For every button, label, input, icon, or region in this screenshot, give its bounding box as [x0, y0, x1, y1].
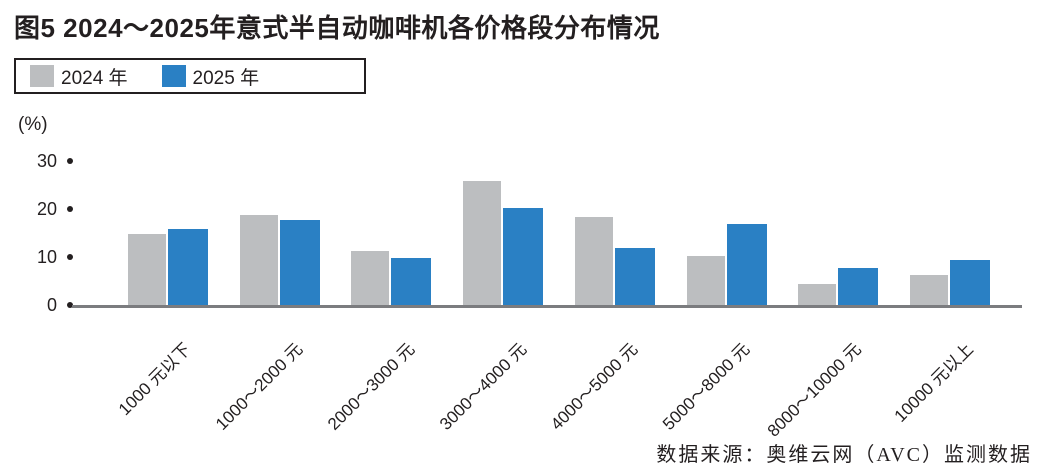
legend-swatch-2025 — [161, 65, 186, 87]
bar-2024-group8 — [909, 274, 948, 306]
bar-2025-group3 — [391, 258, 432, 306]
bar-2024-group1 — [128, 234, 166, 306]
chart-title: 图5 2024～2025年意式半自动咖啡机各价格段分布情况 — [14, 13, 660, 43]
bar-2025-group8 — [949, 260, 990, 306]
bar-2025-group6 — [726, 224, 767, 306]
legend-label-2025: 2025 年 — [192, 67, 260, 89]
legend-swatch-2024 — [30, 65, 54, 87]
x-axis-label: 3000～4000 元 — [435, 339, 531, 434]
legend-item-2025: 2025 年 — [161, 63, 260, 90]
x-axis-label: 1000 元以下 — [115, 339, 195, 420]
x-axis-label: 1000～2000 元 — [212, 339, 307, 434]
x-axis-label: 4000～5000 元 — [547, 339, 642, 434]
x-axis-label: 5000～8000 元 — [659, 339, 754, 434]
y-tick-dot — [67, 206, 73, 212]
y-tick-dot — [67, 302, 73, 308]
x-axis-label: 8000～10000 元 — [764, 339, 866, 441]
y-tick-dot — [67, 254, 73, 260]
bar-2024-group2 — [239, 214, 278, 306]
x-axis-label: 10000 元以上 — [890, 339, 977, 426]
x-axis-line — [72, 305, 1022, 308]
bar-2024-group5 — [574, 217, 613, 306]
y-tick-label: 0 — [46, 295, 57, 315]
bar-2025-group5 — [614, 248, 655, 306]
data-source: 数据来源：奥维云网（AVC）监测数据 — [656, 444, 1032, 466]
bar-2024-group3 — [351, 250, 390, 306]
legend-item-2024: 2024 年 — [30, 63, 128, 90]
bar-2024-group6 — [686, 255, 725, 306]
x-axis-label: 2000～3000 元 — [324, 339, 419, 434]
y-tick-label: 10 — [36, 247, 57, 267]
y-tick-label: 20 — [36, 199, 57, 219]
bar-2025-group4 — [503, 207, 544, 306]
legend: 2024 年 2025 年 — [14, 58, 366, 94]
legend-label-2024: 2024 年 — [61, 67, 128, 89]
bar-2024-group4 — [463, 181, 502, 306]
y-tick-dot — [67, 158, 73, 164]
bar-2025-group7 — [838, 267, 879, 306]
bar-2025-group2 — [279, 219, 320, 306]
y-axis-unit-label: (%) — [18, 114, 48, 135]
bar-2025-group1 — [168, 229, 208, 306]
y-tick-label: 30 — [36, 151, 57, 171]
bar-2024-group7 — [798, 284, 837, 306]
